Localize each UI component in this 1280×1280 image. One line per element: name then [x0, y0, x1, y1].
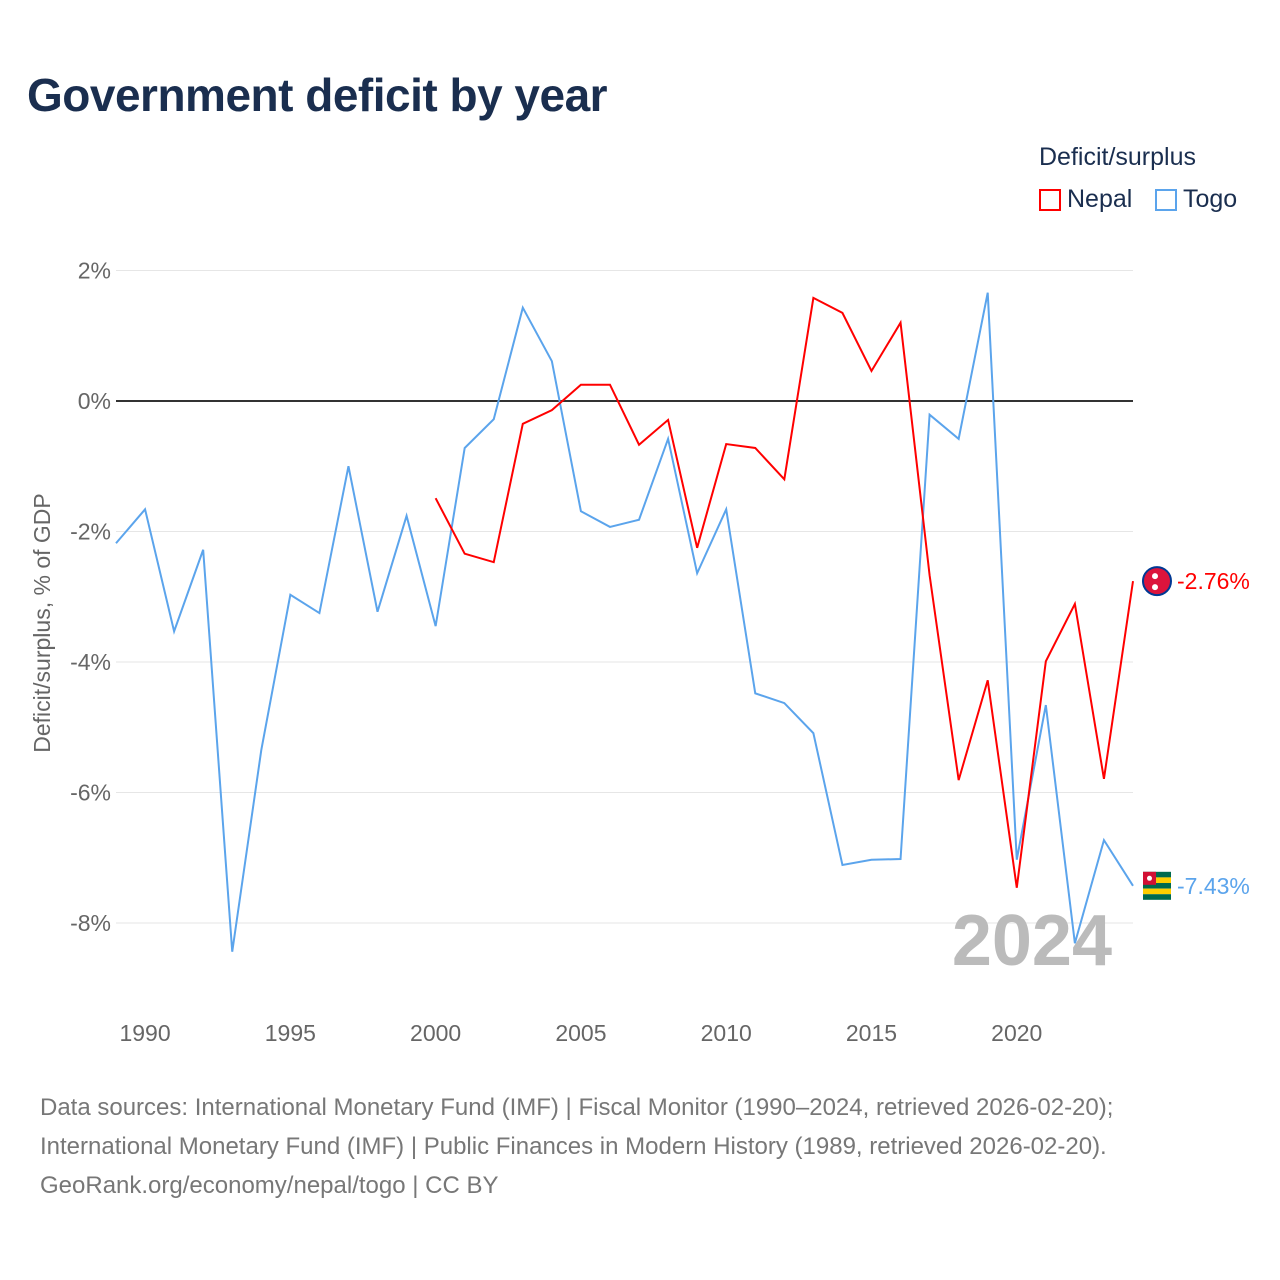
chart-title: Government deficit by year [27, 69, 608, 121]
flag-togo-stripe [1143, 888, 1171, 895]
y-tick-label: -2% [70, 519, 111, 545]
series-line-togo [115, 292, 1134, 952]
y-tick-label: -6% [70, 780, 111, 806]
x-tick-label: 1990 [119, 1020, 170, 1046]
year-watermark: 2024 [952, 901, 1112, 981]
flag-togo-stripe [1143, 894, 1171, 900]
source-line: International Monetary Fund (IMF) | Publ… [40, 1133, 1107, 1160]
x-tick-label: 2005 [555, 1020, 606, 1046]
flag-nepal-icon [1142, 566, 1172, 597]
flag-nepal-moon [1152, 573, 1158, 580]
flag-togo-stripe [1143, 877, 1171, 884]
x-tick-label: 2010 [701, 1020, 752, 1046]
x-tick-label: 2000 [410, 1020, 461, 1046]
flag-nepal-circle [1142, 566, 1172, 597]
x-tick-label: 2020 [991, 1020, 1042, 1046]
y-tick-label: -4% [70, 649, 111, 675]
legend-title: Deficit/surplus [1039, 143, 1196, 171]
y-axis-label: Deficit/surplus, % of GDP [29, 493, 55, 752]
flag-nepal-sun [1152, 584, 1158, 591]
flag-togo-stripe [1143, 883, 1171, 889]
legend-item-togo[interactable]: Togo [1155, 185, 1237, 214]
end-label-togo: -7.43% [1177, 873, 1250, 899]
legend-item-nepal[interactable]: Nepal [1039, 185, 1132, 214]
x-tick-label: 2015 [846, 1020, 897, 1046]
flag-togo-stripe [1143, 871, 1171, 878]
end-label-nepal: -2.76% [1177, 568, 1250, 594]
y-tick-label: 0% [78, 388, 111, 414]
source-line: GeoRank.org/economy/nepal/togo | CC BY [40, 1172, 499, 1199]
source-note: Data sources: International Monetary Fun… [40, 1088, 1113, 1205]
legend-swatch-nepal [1039, 188, 1061, 211]
legend-swatch-togo [1155, 188, 1177, 211]
y-tick-label: 2% [78, 258, 111, 284]
flag-togo-star [1147, 875, 1152, 881]
legend-label-togo: Togo [1183, 185, 1238, 213]
source-line: Data sources: International Monetary Fun… [40, 1094, 1114, 1121]
y-tick-label: -8% [70, 910, 111, 936]
x-tick-label: 1995 [265, 1020, 316, 1046]
series-line-nepal [434, 296, 1134, 888]
legend-label-nepal: Nepal [1067, 185, 1133, 213]
flag-togo-icon [1143, 871, 1171, 900]
